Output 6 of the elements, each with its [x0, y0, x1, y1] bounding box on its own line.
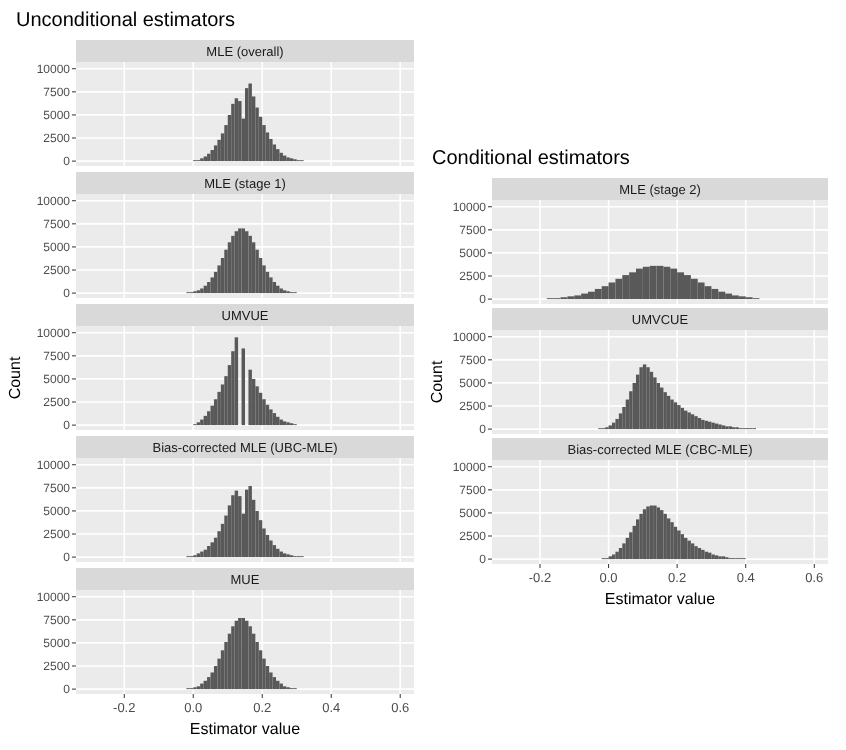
- x-axis-title: Estimator value: [189, 720, 302, 738]
- chart-title: Unconditional estimators: [16, 10, 235, 32]
- chart-title: Conditional estimators: [432, 148, 630, 170]
- x-axis-title: Estimator value: [604, 590, 717, 608]
- y-axis-title: Count: [6, 355, 24, 400]
- y-axis-title: Count: [428, 359, 446, 404]
